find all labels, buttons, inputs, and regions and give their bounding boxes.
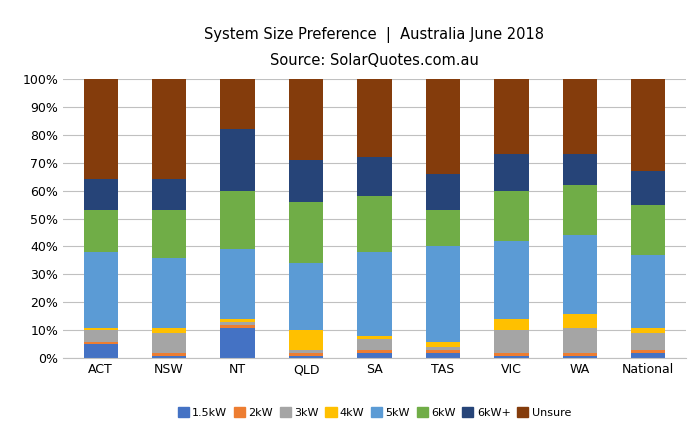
Bar	[83, 210, 118, 252]
Bar	[83, 328, 118, 330]
Bar	[220, 328, 255, 358]
Bar	[220, 322, 255, 325]
Legend: 1.5kW, 2kW, 3kW, 4kW, 5kW, 6kW, 6kW+, Unsure: 1.5kW, 2kW, 3kW, 4kW, 5kW, 6kW, 6kW+, Un…	[174, 403, 575, 423]
Bar	[152, 258, 186, 328]
Bar	[563, 353, 597, 356]
Bar	[426, 246, 460, 342]
Bar	[563, 235, 597, 314]
Bar	[289, 356, 323, 358]
Bar	[289, 160, 323, 202]
Bar	[289, 350, 323, 353]
Bar	[631, 171, 666, 205]
Bar	[220, 325, 255, 328]
Bar	[220, 79, 255, 129]
Bar	[426, 353, 460, 358]
Bar	[83, 330, 118, 342]
Bar	[494, 356, 528, 358]
Bar	[494, 191, 528, 241]
Bar	[83, 252, 118, 328]
Bar	[289, 79, 323, 160]
Bar	[289, 263, 323, 330]
Bar	[494, 319, 528, 330]
Bar	[152, 210, 186, 258]
Bar	[289, 202, 323, 263]
Bar	[563, 356, 597, 358]
Bar	[358, 196, 391, 252]
Bar	[83, 342, 118, 344]
Bar	[494, 154, 528, 191]
Bar	[83, 79, 118, 179]
Bar	[152, 333, 186, 353]
Bar	[83, 179, 118, 210]
Bar	[152, 79, 186, 179]
Bar	[426, 210, 460, 246]
Title: System Size Preference  |  Australia June 2018
Source: SolarQuotes.com.au: System Size Preference | Australia June …	[204, 27, 545, 68]
Bar	[220, 191, 255, 249]
Bar	[83, 344, 118, 358]
Bar	[494, 353, 528, 356]
Bar	[631, 353, 666, 358]
Bar	[631, 328, 666, 333]
Bar	[220, 249, 255, 319]
Bar	[563, 314, 597, 328]
Bar	[426, 350, 460, 353]
Bar	[289, 353, 323, 356]
Bar	[494, 241, 528, 319]
Bar	[152, 179, 186, 210]
Bar	[358, 157, 391, 196]
Bar	[358, 353, 391, 358]
Bar	[563, 79, 597, 154]
Bar	[289, 330, 323, 350]
Bar	[152, 353, 186, 356]
Bar	[631, 333, 666, 350]
Bar	[426, 174, 460, 210]
Bar	[631, 79, 666, 171]
Bar	[358, 336, 391, 339]
Bar	[631, 350, 666, 353]
Bar	[494, 79, 528, 154]
Bar	[426, 342, 460, 347]
Bar	[358, 350, 391, 353]
Bar	[358, 79, 391, 157]
Bar	[631, 255, 666, 328]
Bar	[358, 252, 391, 336]
Bar	[426, 79, 460, 174]
Bar	[563, 328, 597, 353]
Bar	[631, 205, 666, 255]
Bar	[152, 328, 186, 333]
Bar	[563, 154, 597, 185]
Bar	[358, 339, 391, 350]
Bar	[152, 356, 186, 358]
Bar	[563, 185, 597, 235]
Bar	[220, 129, 255, 191]
Bar	[494, 330, 528, 353]
Bar	[426, 347, 460, 350]
Bar	[220, 319, 255, 322]
